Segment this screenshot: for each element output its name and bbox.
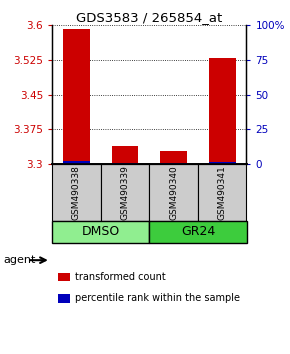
Bar: [63, 161, 90, 164]
Bar: [63, 29, 90, 164]
Title: GDS3583 / 265854_at: GDS3583 / 265854_at: [76, 11, 222, 24]
Bar: [149, 164, 198, 221]
Text: GSM490340: GSM490340: [169, 165, 178, 220]
Text: agent: agent: [3, 255, 35, 265]
Bar: [149, 221, 246, 243]
Text: GSM490338: GSM490338: [72, 165, 81, 220]
Bar: [198, 164, 246, 221]
Bar: [112, 163, 138, 164]
Bar: [52, 221, 149, 243]
Text: percentile rank within the sample: percentile rank within the sample: [75, 293, 240, 303]
Bar: [209, 58, 235, 164]
Text: transformed count: transformed count: [75, 272, 166, 282]
Bar: [209, 161, 235, 164]
Text: DMSO: DMSO: [82, 225, 120, 239]
Bar: [52, 164, 101, 221]
Bar: [160, 151, 187, 164]
Bar: [112, 146, 138, 164]
Bar: [160, 163, 187, 164]
Text: GSM490341: GSM490341: [218, 165, 227, 220]
Text: GR24: GR24: [181, 225, 215, 239]
Bar: [101, 164, 149, 221]
Text: GSM490339: GSM490339: [121, 165, 130, 220]
